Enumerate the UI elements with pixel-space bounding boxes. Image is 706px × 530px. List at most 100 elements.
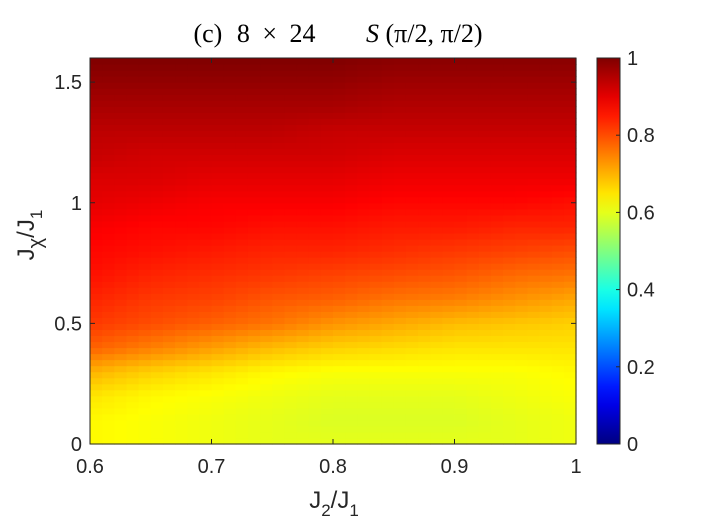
heatmap-cell [102, 178, 115, 186]
heatmap-cell [369, 347, 383, 355]
heatmap-cell [333, 263, 346, 270]
heatmap-cell [320, 94, 334, 101]
heatmap-cell [199, 214, 213, 222]
heatmap-cell [405, 76, 419, 83]
heatmap-cell [442, 269, 456, 276]
heatmap-cell [551, 142, 565, 150]
heatmap-cell [90, 281, 103, 288]
heatmap-cell [187, 136, 200, 144]
heatmap-cell [162, 335, 176, 343]
heatmap-cell [284, 341, 298, 349]
heatmap-cell [369, 100, 383, 107]
heatmap-cell [175, 172, 188, 180]
heatmap-cell [381, 353, 395, 361]
heatmap-cell [175, 226, 188, 234]
heatmap-cell [162, 323, 176, 331]
heatmap-cell [260, 275, 273, 282]
heatmap-cell [247, 311, 261, 318]
heatmap-cell [430, 365, 443, 373]
heatmap-cell [418, 299, 431, 306]
heatmap-cell [527, 70, 541, 77]
heatmap-cell [345, 347, 358, 355]
heatmap-cell [260, 395, 273, 403]
heatmap-cell [357, 244, 371, 252]
heatmap-cell [187, 112, 200, 119]
heatmap-cell [551, 317, 565, 324]
heatmap-cell [563, 220, 577, 228]
heatmap-cell [466, 196, 480, 204]
heatmap-cell [162, 269, 176, 276]
heatmap-cell [175, 437, 188, 445]
heatmap-cell [515, 419, 528, 427]
heatmap-cell [211, 202, 225, 210]
heatmap-cell [405, 178, 419, 186]
heatmap-cell [114, 238, 128, 246]
heatmap-cell [320, 166, 334, 174]
heatmap-cell [162, 401, 176, 409]
heatmap-cell [527, 148, 541, 156]
heatmap-cell [235, 178, 249, 186]
heatmap-cell [308, 202, 322, 210]
heatmap-cell [199, 88, 213, 95]
heatmap-cell [175, 299, 188, 306]
heatmap-cell [308, 281, 322, 288]
heatmap-cell [187, 166, 200, 174]
heatmap-cell [333, 208, 346, 216]
heatmap-cell [466, 347, 480, 355]
heatmap-cell [442, 94, 456, 101]
heatmap-cell [150, 58, 164, 65]
heatmap-cell [260, 371, 273, 379]
heatmap-cell [162, 196, 176, 204]
heatmap-cell [539, 395, 553, 403]
heatmap-cell [381, 220, 395, 228]
heatmap-cell [430, 76, 443, 83]
heatmap-cell [333, 202, 346, 210]
heatmap-cell [345, 172, 358, 180]
heatmap-cell [381, 365, 395, 373]
chart-title: (c) 8 × 24 S (π/2, π/2) [193, 19, 482, 48]
heatmap-cell [454, 148, 468, 156]
heatmap-cell [235, 299, 249, 306]
heatmap-cell [369, 299, 383, 306]
heatmap-cell [515, 130, 528, 138]
heatmap-cell [199, 154, 213, 162]
heatmap-cell [308, 118, 322, 125]
heatmap-cell [503, 305, 516, 312]
heatmap-cell [418, 112, 431, 119]
heatmap-cell [442, 323, 456, 331]
heatmap-cell [369, 106, 383, 113]
heatmap-cell [175, 124, 188, 131]
x-tick-label: 0.8 [319, 456, 347, 478]
heatmap-cell [418, 160, 431, 168]
heatmap-cell [272, 341, 285, 349]
heatmap-cell [527, 208, 541, 216]
heatmap-cell [381, 100, 395, 107]
heatmap-cell [247, 359, 261, 367]
heatmap-cell [138, 269, 152, 276]
heatmap-cell [430, 184, 443, 192]
heatmap-cell [102, 130, 115, 138]
heatmap-cell [418, 383, 431, 391]
heatmap-cell [405, 148, 419, 156]
heatmap-cell [187, 323, 200, 331]
heatmap-cell [478, 196, 492, 204]
heatmap-cell [357, 94, 371, 101]
heatmap-cell [150, 431, 164, 439]
heatmap-cell [114, 293, 128, 300]
heatmap-cell [235, 293, 249, 300]
heatmap-cell [90, 172, 103, 180]
heatmap-cell [369, 353, 383, 361]
heatmap-cell [539, 214, 553, 222]
heatmap-cell [235, 136, 249, 144]
heatmap-cell [320, 160, 334, 168]
heatmap-cell [442, 148, 456, 156]
heatmap-cell [138, 238, 152, 246]
heatmap-cell [333, 190, 346, 198]
heatmap-cell [381, 251, 395, 258]
heatmap-cell [90, 148, 103, 156]
heatmap-cell [90, 335, 103, 343]
heatmap-cell [320, 196, 334, 204]
heatmap-cell [126, 341, 140, 349]
heatmap-cell [503, 395, 516, 403]
heatmap-cell [320, 329, 334, 337]
